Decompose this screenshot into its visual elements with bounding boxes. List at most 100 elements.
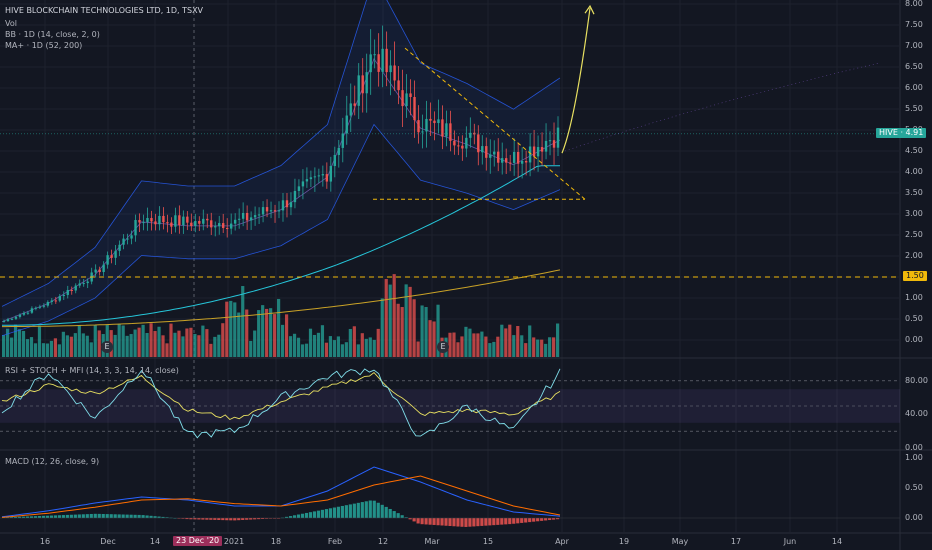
macd-histogram-bar — [392, 511, 396, 518]
price-axis-tick: 6.50 — [905, 62, 923, 71]
macd-histogram-bar — [149, 515, 153, 518]
volume-bar — [428, 320, 432, 357]
macd-histogram-bar — [360, 502, 364, 518]
volume-bar — [552, 337, 556, 357]
macd-histogram-bar — [9, 517, 14, 518]
candle-body — [210, 220, 213, 228]
volume-bar — [213, 336, 217, 357]
macd-histogram-bar — [352, 503, 356, 518]
macd-line — [1, 466, 561, 518]
macd-histogram-bar — [424, 518, 428, 525]
macd-histogram-bar — [372, 500, 376, 518]
price-axis-tick: 3.50 — [905, 188, 923, 197]
x-axis-tick: 17 — [730, 537, 742, 546]
bollinger-lower — [1, 123, 561, 337]
volume-bar — [45, 343, 50, 357]
earnings-marker-1[interactable]: E — [101, 341, 113, 353]
candle-body — [257, 214, 261, 216]
candle-body — [401, 90, 404, 107]
price-axis-tick: 2.50 — [905, 230, 923, 239]
x-axis-tick: 14 — [831, 537, 843, 546]
macd-histogram-bar — [536, 518, 540, 522]
macd-histogram-bar — [344, 505, 348, 518]
x-axis-tick: May — [671, 537, 689, 546]
candle-body — [345, 115, 348, 134]
candle-body — [202, 218, 205, 224]
candle-body — [265, 207, 269, 212]
macd-histogram-bar — [316, 510, 321, 518]
volume-bar — [257, 310, 261, 357]
candle-body — [321, 174, 325, 176]
candle-body — [190, 222, 193, 227]
candle-body — [373, 54, 376, 56]
macd-histogram-bar — [396, 513, 400, 518]
x-axis-tick: Jun — [783, 537, 797, 546]
candle-body — [357, 75, 360, 106]
earnings-marker-2[interactable]: E — [437, 341, 449, 353]
volume-bar — [153, 331, 157, 357]
macd-histogram-bar — [29, 516, 34, 518]
macd-histogram-bar — [288, 516, 293, 518]
candle-body — [130, 235, 133, 239]
candle-body — [277, 210, 281, 212]
candle-body — [233, 219, 237, 224]
candle-body — [261, 207, 265, 215]
volume-bar — [508, 324, 512, 357]
volume-bar — [312, 334, 317, 357]
volume-bar — [37, 325, 42, 357]
macd-histogram-bar — [356, 502, 360, 518]
price-axis-tick: 5.50 — [905, 104, 923, 113]
volume-bar — [484, 336, 488, 357]
volume-bar — [261, 305, 265, 357]
volume-bar — [241, 286, 245, 357]
volume-bar — [269, 308, 273, 357]
macd-histogram-bar — [221, 518, 225, 521]
rsi-axis-tick: 80.00 — [905, 375, 928, 385]
macd-histogram-bar — [448, 518, 452, 527]
candle-body — [369, 54, 372, 73]
candle-body — [174, 215, 177, 227]
volume-bar — [185, 328, 189, 357]
macd-histogram-bar — [129, 514, 133, 518]
volume-bar — [57, 344, 61, 357]
volume-bar — [173, 332, 177, 357]
macd-histogram-bar — [193, 518, 197, 520]
candle-body — [18, 314, 22, 317]
candle-body — [194, 220, 197, 227]
macd-histogram-bar — [504, 518, 508, 525]
candle-body — [150, 217, 153, 222]
macd-histogram-bar — [300, 513, 305, 518]
forecast-path — [564, 62, 881, 152]
volume-bar — [89, 342, 93, 357]
volume-bar — [520, 335, 524, 357]
volume-bar — [412, 299, 416, 357]
candle-body — [126, 238, 129, 240]
candle-body — [465, 137, 468, 149]
candle-body — [433, 120, 436, 124]
candle-body — [237, 218, 241, 220]
candle-body — [30, 308, 34, 313]
price-axis-tick: 0.50 — [905, 314, 923, 323]
x-axis-tick: Mar — [424, 537, 440, 546]
macd-histogram-bar — [45, 515, 50, 518]
candle-body — [62, 294, 65, 297]
volume-bar — [177, 330, 181, 357]
macd-histogram-bar — [113, 514, 117, 518]
volume-bar — [125, 335, 129, 357]
macd-histogram-bar — [97, 513, 101, 518]
macd-histogram-bar — [161, 516, 165, 518]
candle-body — [449, 123, 452, 141]
volume-bar — [53, 338, 57, 357]
macd-histogram-bar — [53, 515, 57, 518]
macd-histogram-bar — [209, 518, 213, 520]
candle-body — [162, 215, 165, 223]
bollinger-fill — [2, 0, 560, 336]
volume-bar — [500, 324, 504, 357]
volume-bar — [217, 334, 221, 357]
candle-body — [2, 321, 6, 323]
candle-body — [548, 140, 552, 142]
volume-bar — [97, 330, 101, 357]
candle-body — [281, 200, 285, 211]
macd-histogram-bar — [468, 518, 472, 527]
